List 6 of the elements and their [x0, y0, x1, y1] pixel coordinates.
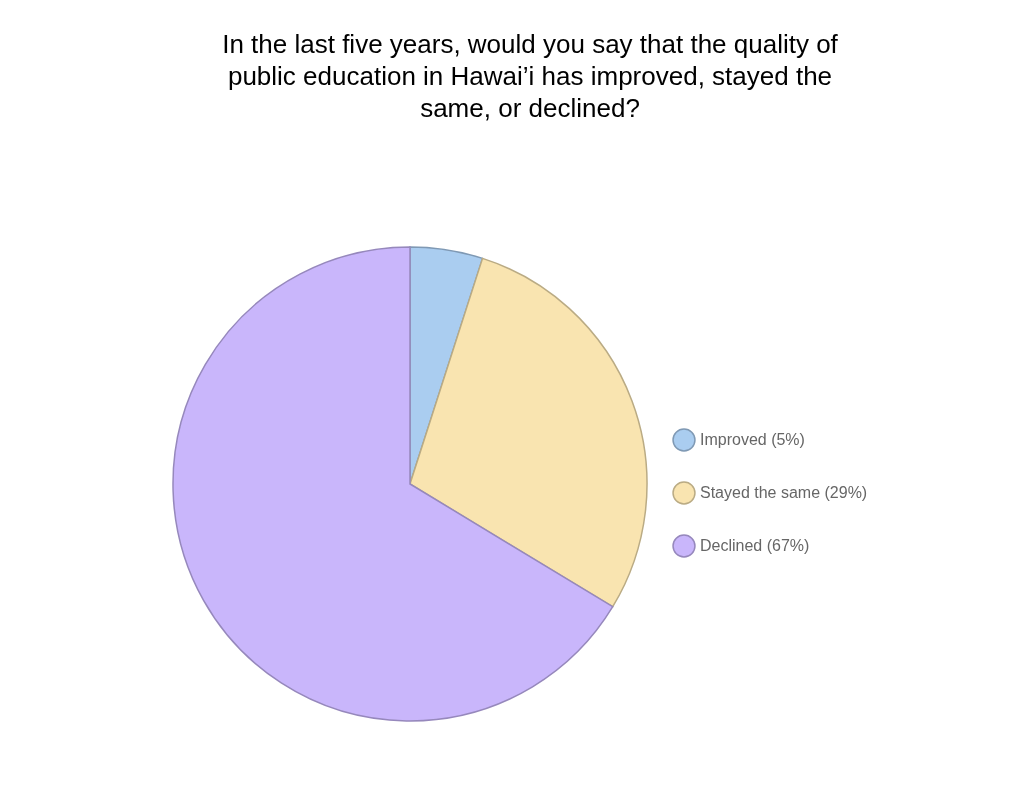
- pie-slice: [409, 257, 648, 608]
- chart-title: In the last five years, would you say that the quality of public education in Hawai’i has improved, stayed the same, or declined?: [222, 29, 839, 123]
- legend-label: Stayed the same (29%): [700, 484, 868, 501]
- legend-label: Declined (67%): [700, 537, 810, 554]
- pie-slice: [172, 246, 614, 722]
- legend-label: Improved (5%): [700, 431, 805, 448]
